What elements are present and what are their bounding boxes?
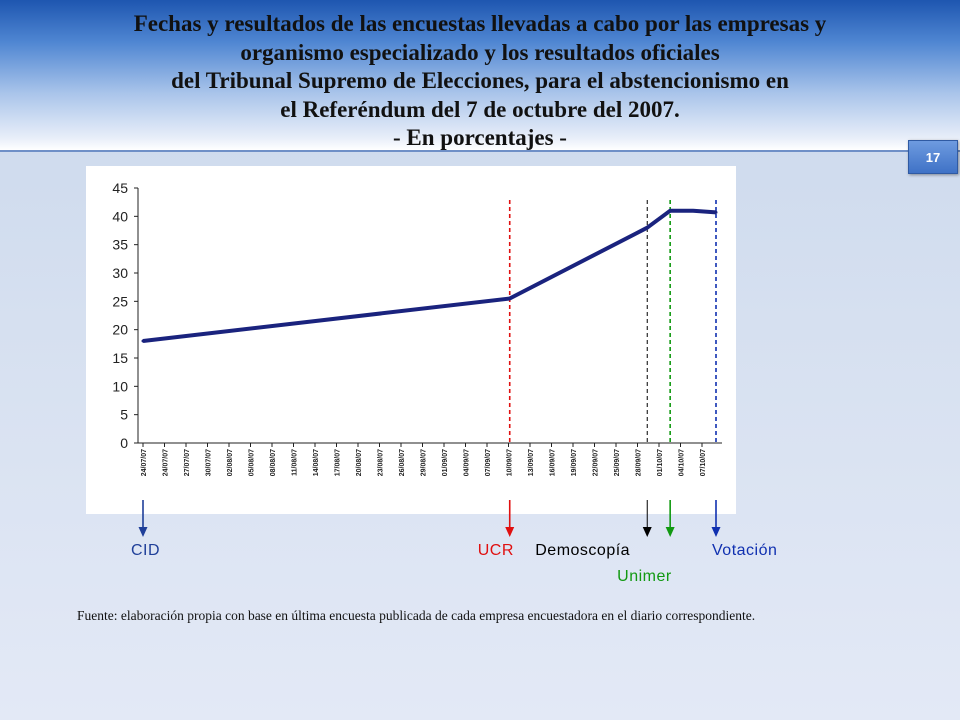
title-line: organismo especializado y los resultados… [240,39,720,65]
data-point [141,339,145,343]
x-tick-label: 29/08/07 [421,449,428,476]
x-tick-label: 10/09/07 [507,449,514,476]
x-tick-label: 14/08/07 [313,449,320,476]
y-tick-label: 45 [112,180,128,196]
x-tick-label: 19/09/07 [571,449,578,476]
x-tick-label: 01/09/07 [442,449,449,476]
x-tick-label: 24/07/07 [163,449,170,476]
x-tick-label: 01/10/07 [657,449,664,476]
y-tick-label: 10 [112,378,128,394]
x-tick-label: 23/08/07 [378,449,385,476]
arrow-head-icon [665,527,675,537]
y-tick-label: 40 [112,208,128,224]
marker-arrows-group [138,500,721,537]
y-tick-label: 35 [112,237,128,253]
marker-label-votación: Votación [712,542,778,559]
data-point [645,226,649,230]
marker-label-ucr: UCR [477,542,514,559]
x-tick-label: 22/09/07 [593,449,600,476]
y-tick-label: 5 [120,407,128,423]
x-tick-label: 13/09/07 [528,449,535,476]
x-tick-label: 04/09/07 [464,449,471,476]
title-line: el Referéndum del 7 de octubre del 2007. [280,96,680,122]
arrow-head-icon [505,527,515,537]
y-tick-label: 0 [120,435,128,451]
marker-label-cid: CID [131,542,161,559]
arrow-head-icon [138,527,148,537]
y-tick-label: 15 [112,350,128,366]
y-tick-label: 30 [112,265,128,281]
x-tick-label: 28/09/07 [636,449,643,476]
x-tick-label: 04/10/07 [679,449,686,476]
y-tick-label: 20 [112,322,128,338]
title-line: del Tribunal Supremo de Elecciones, para… [171,68,789,93]
x-tick-label: 26/08/07 [399,449,406,476]
data-point [714,210,718,214]
abstention-chart: 0 5 10 15 20 25 30 35 40 45 24/07/07 24/07/07 27/07… [86,166,736,537]
y-ticks-group: 0 5 10 15 20 25 30 35 40 45 [112,180,138,451]
x-tick-label: 07/10/07 [700,449,707,476]
x-tick-label: 27/07/07 [184,449,191,476]
series-line [142,208,717,343]
y-tick-label: 25 [112,293,128,309]
x-tick-label: 07/09/07 [485,449,492,476]
x-tick-label: 11/08/07 [292,449,299,476]
x-tick-label: 16/09/07 [550,449,557,476]
x-tick-label: 24/07/07 [141,449,148,476]
arrow-head-icon [642,527,652,537]
x-tick-label: 30/07/07 [206,449,213,476]
slide-number-badge: 17 [908,140,958,174]
marker-label-demoscopía: Demoscopía [535,542,631,559]
data-point [508,297,512,300]
series-group [141,208,718,343]
x-tick-label: 08/08/07 [270,449,277,476]
x-tick-label: 02/08/07 [227,449,234,476]
page-title: Fechas y resultados de las encuestas lle… [40,10,920,153]
arrow-head-icon [711,527,721,537]
source-note: Fuente: elaboración propia con base en ú… [77,608,756,623]
x-tick-label: 20/08/07 [356,449,363,476]
x-tick-label: 17/08/07 [335,449,342,476]
x-tick-label: 05/08/07 [249,449,256,476]
title-line: Fechas y resultados de las encuestas lle… [133,11,827,36]
x-tick-label: 25/09/07 [614,449,621,476]
marker-vlines-group [508,200,717,443]
data-point [668,209,672,213]
chart-plot-background [86,166,736,514]
header-banner: Fechas y resultados de las encuestas lle… [0,0,960,152]
x-ticks-group: 24/07/07 24/07/07 27/07/07 30/07/07 02/08/07… [141,443,707,476]
title-line: - En porcentajes - [393,125,567,150]
marker-label-unimer: Unimer [617,568,672,585]
data-point [691,209,695,213]
